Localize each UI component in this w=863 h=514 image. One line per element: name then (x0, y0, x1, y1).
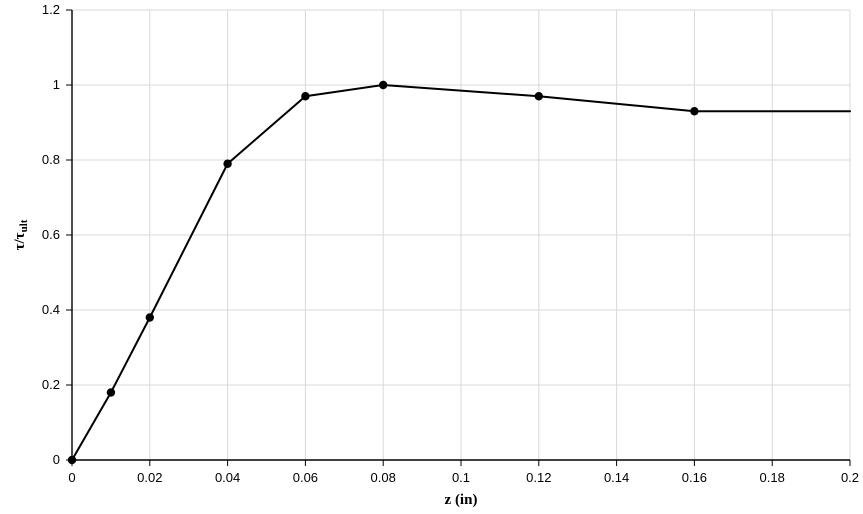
x-tick-label: 0.02 (137, 470, 162, 485)
x-tick-label: 0.2 (841, 470, 859, 485)
chart-container: 0 0.02 0.04 0.06 0.08 0.1 0.12 0.14 0.16 0.18 0.2 0… (0, 0, 863, 514)
y-tick-label: 1 (53, 77, 60, 92)
x-tick-label: 0.06 (293, 470, 318, 485)
x-axis-label: z (in) (445, 492, 478, 508)
series-marker (146, 313, 154, 321)
series-marker (107, 388, 115, 396)
y-tick-label: 0.6 (42, 227, 60, 242)
chart-svg: 0 0.02 0.04 0.06 0.08 0.1 0.12 0.14 0.16 0.18 0.2 0… (0, 0, 863, 514)
x-tick-label: 0.04 (215, 470, 240, 485)
y-tick-label: 0.8 (42, 152, 60, 167)
x-tick-label: 0.16 (682, 470, 707, 485)
series-marker (223, 160, 231, 168)
y-tick-label: 0.2 (42, 377, 60, 392)
x-tick-label: 0.14 (604, 470, 629, 485)
x-tick-label: 0.18 (760, 470, 785, 485)
series-marker (535, 92, 543, 100)
chart-background (0, 0, 863, 514)
series-marker (68, 456, 76, 464)
y-tick-label: 0.4 (42, 302, 60, 317)
x-tick-label: 0 (68, 470, 75, 485)
x-tick-label: 0.1 (452, 470, 470, 485)
y-tick-label: 0 (53, 452, 60, 467)
series-marker (379, 81, 387, 89)
series-marker (690, 107, 698, 115)
x-tick-label: 0.12 (526, 470, 551, 485)
y-tick-label: 1.2 (42, 2, 60, 17)
series-marker (301, 92, 309, 100)
x-tick-label: 0.08 (371, 470, 396, 485)
